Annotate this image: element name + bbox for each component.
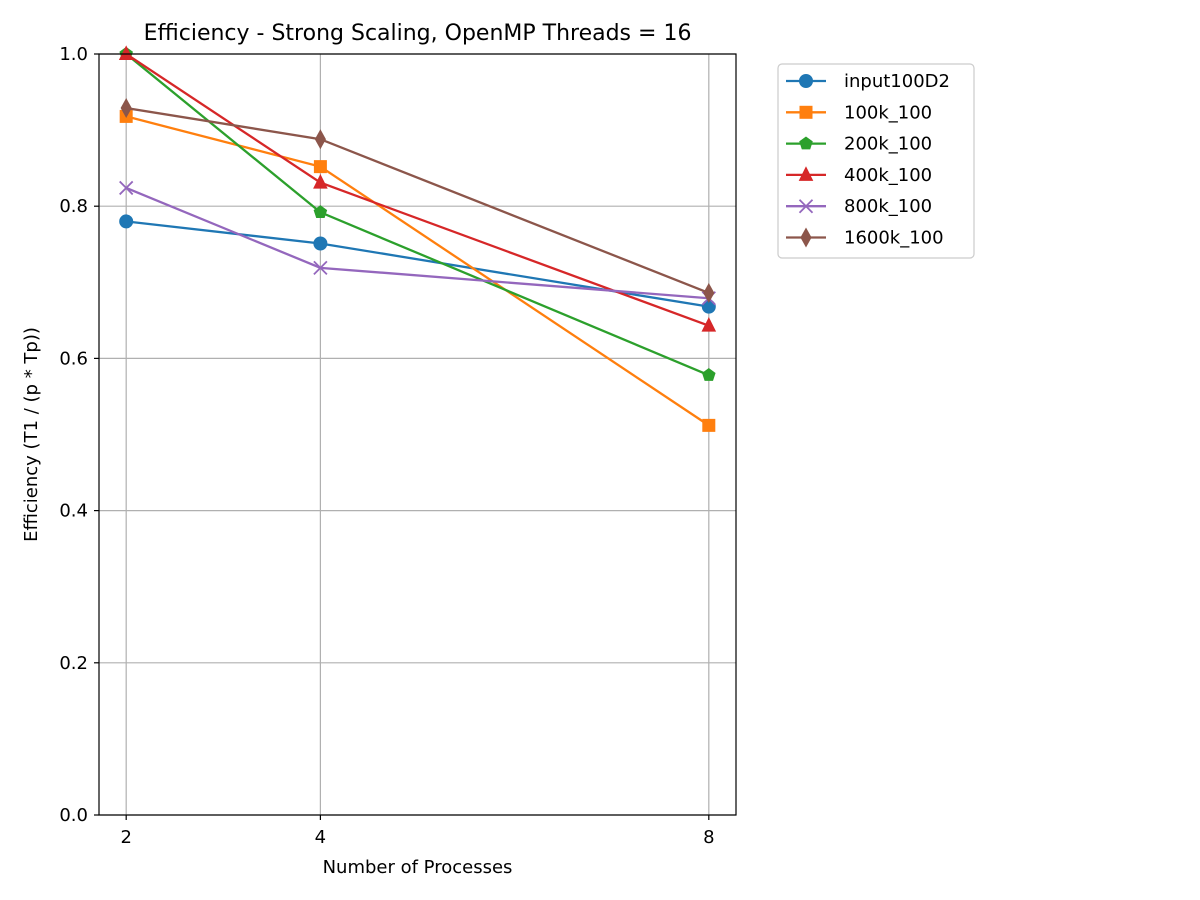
y-tick-label: 0.0 [59, 805, 88, 826]
legend-label: input100D2 [844, 71, 950, 92]
data-point-marker [119, 214, 134, 229]
y-axis-title: Efficiency (T1 / (p * Tp)) [21, 327, 42, 542]
data-point-marker [313, 236, 328, 251]
plot-area-frame [98, 53, 737, 816]
data-point-marker [120, 98, 132, 119]
legend-label: 1600k_100 [844, 228, 944, 249]
x-tick-label: 4 [315, 827, 326, 848]
data-point-marker [314, 129, 326, 150]
data-point-marker [702, 418, 716, 432]
data-point-marker [313, 205, 328, 219]
series-400k_100 [118, 45, 717, 332]
chart-title: Efficiency - Strong Scaling, OpenMP Thre… [144, 21, 692, 46]
legend-label: 100k_100 [844, 102, 932, 123]
data-point-marker [798, 166, 814, 181]
data-point-marker [799, 136, 813, 150]
legend-label: 400k_100 [844, 165, 932, 186]
y-tick-label: 1.0 [59, 44, 88, 65]
legend-entry: 1600k_100 [786, 227, 944, 249]
series-input100D2 [119, 214, 716, 314]
x-axis-title: Number of Processes [323, 857, 513, 878]
x-tick-label: 8 [703, 827, 714, 848]
legend: input100D2 100k_100 200k_100 400k_100 800k_1… [777, 63, 975, 259]
data-point-marker [313, 260, 328, 275]
legend-entry: 100k_100 [786, 102, 932, 123]
data-point-marker [118, 45, 134, 60]
tick-layer: 2 4 8 0.0 0.2 0.4 0.6 0.8 1.0 [59, 44, 714, 848]
y-tick-label: 0.8 [59, 196, 88, 217]
legend-label: 800k_100 [844, 196, 932, 217]
legend-entry: 800k_100 [786, 196, 932, 217]
data-point-marker [799, 74, 813, 88]
data-point-marker [313, 160, 327, 174]
legend-entry: input100D2 [786, 71, 950, 92]
data-point-marker [799, 105, 813, 119]
data-point-marker [313, 173, 328, 189]
series-layer [118, 45, 717, 432]
legend-box [777, 63, 975, 259]
y-tick-label: 0.6 [59, 348, 88, 369]
data-point-marker [701, 317, 717, 332]
legend-entry: 400k_100 [786, 165, 932, 186]
data-point-marker [119, 180, 134, 196]
x-tick-label: 2 [120, 827, 131, 848]
data-point-marker [703, 282, 715, 303]
data-point-marker [798, 199, 814, 214]
legend-entry: 200k_100 [786, 134, 932, 155]
data-point-marker [800, 227, 812, 248]
data-point-marker [702, 368, 716, 381]
legend-label: 200k_100 [844, 134, 932, 155]
y-tick-label: 0.4 [59, 501, 88, 522]
series-1600k_100 [120, 98, 715, 303]
y-tick-label: 0.2 [59, 653, 88, 674]
